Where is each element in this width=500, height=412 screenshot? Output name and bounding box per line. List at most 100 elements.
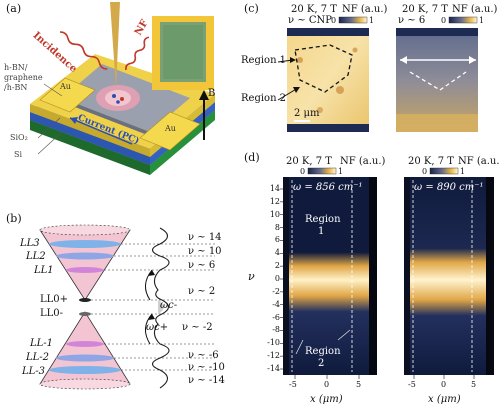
au-pad-left	[39, 77, 96, 113]
panel-b-label: (b)	[6, 212, 22, 225]
map-cnp-cb-max: 1	[369, 16, 375, 25]
dos-curve	[151, 227, 170, 389]
region1-outline-left	[294, 44, 353, 93]
map-nu6-nu: ν ~ 6	[398, 15, 426, 26]
omega-minus-label: ωc-	[160, 300, 178, 311]
ll1-label: LL1	[34, 265, 54, 276]
hm890-cb-title: NF (a.u.)	[458, 156, 500, 167]
ytick-label: -6	[272, 312, 280, 322]
nf-wave	[125, 36, 150, 71]
omega-plus-label: ωc+	[146, 322, 169, 333]
ll0-plus	[79, 298, 91, 302]
region1-label-d-1: Region	[305, 214, 341, 225]
nu-axis-label: ν	[248, 270, 255, 283]
ytick-label: 2	[274, 261, 280, 271]
heatmap-890	[404, 177, 494, 375]
ytick-label: -8	[272, 325, 280, 335]
panel-b	[39, 224, 215, 390]
panel-d	[280, 167, 494, 379]
ll3-band	[49, 240, 121, 248]
map-nu6-cb-max: 1	[479, 16, 485, 25]
hm890-cb-min: 0	[422, 167, 428, 176]
num6-label: ν ~ -6	[188, 350, 219, 361]
scalebar-label: 2 μm	[294, 108, 320, 119]
llm3-label: LL-3	[22, 366, 46, 377]
nf-tip	[110, 2, 120, 88]
si-label: Si	[14, 150, 23, 159]
ll0-minus	[79, 312, 91, 316]
ll2-label: LL2	[26, 251, 46, 262]
hm890-title: 20 K, 7 T	[408, 156, 454, 167]
num2-label: ν ~ -2	[182, 322, 213, 333]
ll0minus-label: LL0-	[40, 308, 64, 319]
xtick-left-0: 0	[324, 380, 330, 389]
ll3-label: LL3	[20, 238, 40, 249]
stack-label-1: h-BN/	[4, 63, 28, 72]
region2-label-d-2: 2	[318, 358, 325, 369]
ytick-label: -12	[267, 351, 280, 361]
hm856-title: 20 K, 7 T	[286, 156, 332, 167]
llm2-label: LL-2	[26, 352, 50, 363]
ytick-label: 6	[274, 235, 280, 245]
panel-a-label: (a)	[6, 2, 22, 15]
map-cnp-title: 20 K, 7 T	[291, 4, 337, 15]
ll1-band	[66, 267, 104, 273]
region1-label-c: Region 1	[241, 55, 287, 66]
nu2-label: ν ~ 2	[188, 286, 216, 297]
ytick-label: -10	[267, 338, 280, 348]
au-left-label: Au	[60, 82, 71, 91]
xtick-left-m5: -5	[289, 380, 297, 389]
ytick-label: -4	[272, 299, 280, 309]
ytick-label: 0	[274, 274, 280, 283]
map-cnp-cb-title: NF (a.u.)	[342, 4, 388, 15]
incidence-wave	[59, 31, 108, 70]
hm890-omega: ω = 890 cm⁻¹	[414, 182, 484, 193]
region2-label-c: Region 2	[241, 93, 287, 104]
map-nu6-cb-title: NF (a.u.)	[452, 4, 498, 15]
ytick-label: 10	[269, 209, 280, 219]
panel-c	[277, 16, 478, 132]
nu6-label: ν ~ 6	[188, 260, 216, 271]
hm856-cb-title: NF (a.u.)	[340, 156, 386, 167]
num14-label: ν ~ -14	[188, 375, 225, 386]
ll0plus-label: LL0+	[40, 294, 69, 305]
x-axis-label-right: x (μm)	[428, 394, 461, 405]
nu14-label: ν ~ 14	[188, 232, 222, 243]
ytick-label: -14	[267, 364, 280, 373]
map-cnp-nu: ν ~ CNP	[288, 15, 332, 26]
panel-c-label: (c)	[244, 2, 259, 15]
ytick-label: 14	[269, 184, 280, 193]
xtick-left-5: 5	[356, 380, 362, 389]
au-pad-right	[139, 111, 201, 151]
x-axis-label-left: x (μm)	[310, 394, 343, 405]
llm1-label: LL-1	[30, 338, 54, 349]
ytick-label: 8	[274, 222, 280, 232]
num10-label: ν ~ -10	[188, 362, 225, 373]
hm856-omega: ω = 856 cm⁻¹	[293, 182, 363, 193]
hm890-cb-max: 1	[460, 167, 466, 176]
hm856-cb-max: 1	[338, 167, 344, 176]
xtick-right-0: 0	[441, 380, 447, 389]
panel-d-label: (d)	[244, 151, 260, 164]
map-cnp-cb-min: 0	[331, 16, 337, 25]
ytick-label: 4	[274, 248, 280, 258]
map-nu6-title: 20 K, 7 T	[402, 4, 448, 15]
nu10-label: ν ~ 10	[188, 246, 222, 257]
xtick-right-m5: -5	[408, 380, 416, 389]
stack-label-3: /h-BN	[4, 83, 28, 92]
b-field-label: B	[208, 88, 216, 99]
hm856-cb-min: 0	[300, 167, 306, 176]
region1-label-d-2: 1	[318, 226, 325, 237]
sio2-label: SiO₂	[10, 133, 28, 142]
ytick-label: -2	[272, 286, 280, 296]
au-right-label: Au	[165, 124, 176, 133]
ll2-band	[56, 252, 114, 260]
region2-label-d-1: Region	[305, 346, 341, 357]
panel-a	[30, 2, 215, 175]
xtick-right-5: 5	[471, 380, 477, 389]
heatmap-856	[283, 177, 377, 375]
ytick-label: 12	[269, 196, 280, 206]
stack-label-2: graphene	[4, 73, 43, 82]
map-nu6-cb-min: 0	[441, 16, 447, 25]
